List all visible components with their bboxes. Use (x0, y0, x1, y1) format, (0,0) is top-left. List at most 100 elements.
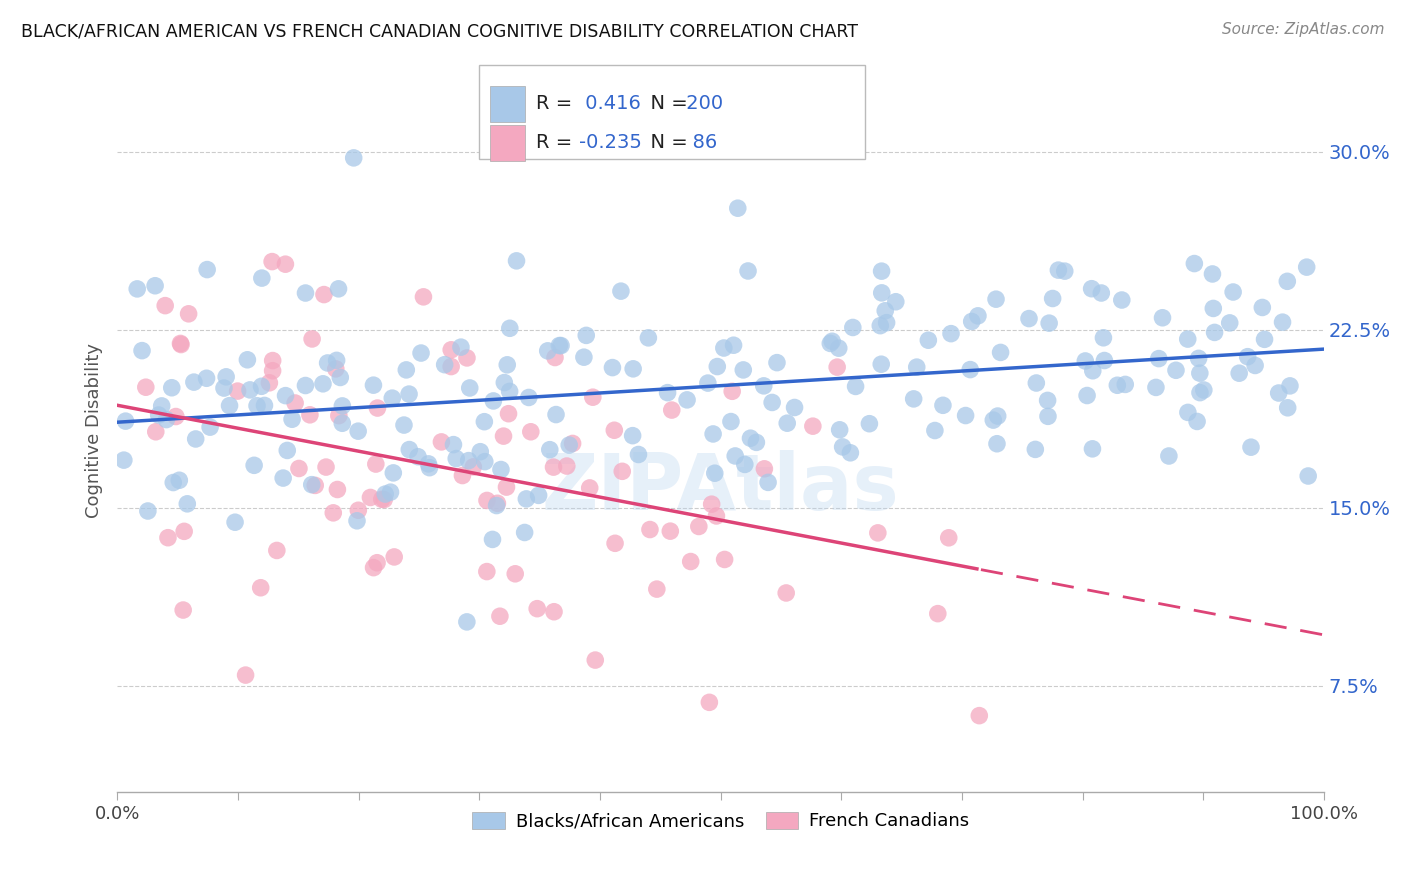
Point (176, 497, 198, 511)
Point (1192, 383, 1215, 397)
Point (723, 338, 745, 352)
Point (610, 284, 633, 298)
Point (825, 360, 848, 375)
Point (1204, 326, 1226, 340)
Point (474, 455, 496, 469)
Point (1018, 311, 1040, 326)
Point (499, 321, 522, 335)
Point (114, 414, 136, 428)
Y-axis label: Cognitive Disability: Cognitive Disability (86, 343, 103, 518)
Point (325, 362, 347, 376)
Point (239, 383, 262, 397)
Point (703, 467, 725, 481)
Point (1251, 301, 1274, 315)
Point (304, 478, 326, 492)
Point (409, 346, 432, 360)
Point (637, 331, 659, 345)
Point (315, 460, 337, 475)
Point (821, 334, 844, 349)
Point (602, 360, 624, 375)
Point (870, 264, 893, 278)
Point (433, 358, 456, 372)
Point (418, 457, 440, 471)
Point (412, 290, 434, 304)
Point (226, 384, 249, 398)
Point (638, 523, 661, 537)
Point (657, 385, 679, 400)
Point (870, 357, 893, 371)
Point (443, 437, 465, 451)
Point (1036, 409, 1059, 424)
Point (148, 408, 170, 422)
Point (1147, 351, 1170, 366)
Point (938, 531, 960, 545)
Point (986, 436, 1008, 450)
Point (621, 361, 644, 376)
Point (1081, 442, 1104, 456)
Point (550, 338, 572, 352)
Point (169, 336, 191, 351)
Text: 0.416: 0.416 (579, 95, 641, 113)
Point (572, 350, 595, 364)
Point (1236, 350, 1258, 364)
Point (218, 399, 240, 413)
Point (1157, 449, 1180, 463)
Point (740, 431, 762, 445)
Point (1222, 285, 1244, 299)
Point (145, 425, 167, 439)
Point (1111, 293, 1133, 307)
Point (457, 453, 479, 467)
Point (776, 416, 799, 430)
Point (869, 318, 891, 333)
Point (262, 254, 284, 268)
Point (1182, 256, 1205, 270)
Point (543, 605, 565, 619)
Point (1296, 469, 1319, 483)
Point (515, 491, 537, 506)
Point (1053, 264, 1076, 278)
Point (456, 615, 478, 629)
Point (924, 424, 946, 438)
Point (177, 307, 200, 321)
Point (250, 379, 273, 393)
Point (1144, 380, 1167, 394)
Point (1081, 364, 1104, 378)
Point (165, 409, 187, 424)
Point (544, 351, 567, 365)
Point (1188, 385, 1211, 400)
Point (392, 418, 415, 433)
Point (583, 653, 606, 667)
Point (696, 376, 718, 390)
Legend: Blacks/African Americans, French Canadians: Blacks/African Americans, French Canadia… (465, 805, 976, 838)
Point (430, 434, 453, 449)
Point (505, 253, 527, 268)
Point (1074, 354, 1097, 368)
Text: BLACK/AFRICAN AMERICAN VS FRENCH CANADIAN COGNITIVE DISABILITY CORRELATION CHART: BLACK/AFRICAN AMERICAN VS FRENCH CANADIA… (21, 22, 858, 40)
Point (482, 393, 505, 408)
Point (172, 603, 194, 617)
Point (1278, 379, 1301, 393)
Point (1090, 285, 1112, 300)
Point (543, 460, 565, 475)
Point (494, 376, 516, 390)
Point (1295, 260, 1317, 274)
Point (870, 285, 893, 300)
Point (884, 294, 907, 309)
Point (645, 582, 668, 596)
Point (1219, 316, 1241, 330)
Point (406, 450, 429, 464)
Point (243, 458, 266, 473)
Point (603, 423, 626, 437)
Point (801, 419, 824, 434)
Point (294, 378, 316, 392)
Point (249, 581, 271, 595)
Text: 200: 200 (681, 95, 723, 113)
Text: N =: N = (638, 95, 688, 113)
Point (366, 401, 388, 415)
Point (1076, 388, 1098, 402)
Point (1253, 332, 1275, 346)
Point (143, 278, 166, 293)
Point (876, 316, 898, 330)
Point (458, 381, 481, 395)
Point (544, 408, 567, 422)
